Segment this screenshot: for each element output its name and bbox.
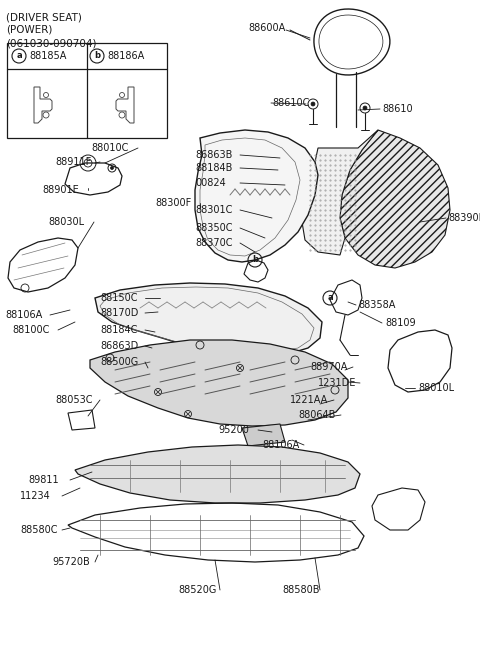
Polygon shape xyxy=(90,340,348,426)
Text: 00824: 00824 xyxy=(195,178,226,188)
Circle shape xyxy=(363,106,367,110)
Text: 88580B: 88580B xyxy=(282,585,320,595)
Text: 88500G: 88500G xyxy=(100,357,138,367)
Text: 88358A: 88358A xyxy=(358,300,396,310)
Text: b: b xyxy=(252,255,258,264)
Text: (POWER): (POWER) xyxy=(6,25,52,35)
Text: 1231DE: 1231DE xyxy=(318,378,356,388)
Text: 88370C: 88370C xyxy=(195,238,232,248)
Polygon shape xyxy=(195,130,318,262)
Polygon shape xyxy=(75,445,360,503)
Text: 88610: 88610 xyxy=(382,104,413,114)
Text: 88100C: 88100C xyxy=(12,325,49,335)
Text: 88184C: 88184C xyxy=(100,325,137,335)
Text: 89811: 89811 xyxy=(28,475,59,485)
Polygon shape xyxy=(340,130,450,268)
Text: 88580C: 88580C xyxy=(20,525,58,535)
Text: b: b xyxy=(94,52,100,60)
Text: 88010L: 88010L xyxy=(418,383,454,393)
Text: 88109: 88109 xyxy=(385,318,416,328)
Text: 88170D: 88170D xyxy=(100,308,138,318)
Text: 88350C: 88350C xyxy=(195,223,232,233)
Text: 86863D: 86863D xyxy=(100,341,138,351)
Text: 88186A: 88186A xyxy=(107,51,144,61)
Text: (061030-090704): (061030-090704) xyxy=(6,38,96,48)
Bar xyxy=(7,43,167,138)
Text: 86863B: 86863B xyxy=(195,150,232,160)
Text: 88185A: 88185A xyxy=(29,51,66,61)
Text: (DRIVER SEAT): (DRIVER SEAT) xyxy=(6,12,82,22)
Text: 95720B: 95720B xyxy=(52,557,90,567)
Text: 88390N: 88390N xyxy=(448,213,480,223)
Circle shape xyxy=(110,167,113,169)
Text: 95200: 95200 xyxy=(218,425,249,435)
Text: 88600A: 88600A xyxy=(248,23,285,33)
Text: 88301C: 88301C xyxy=(195,205,232,215)
Text: 88010C: 88010C xyxy=(91,143,128,153)
Text: 88030L: 88030L xyxy=(48,217,84,227)
Text: 88300F: 88300F xyxy=(155,198,191,208)
Text: 88610C: 88610C xyxy=(272,98,310,108)
Text: 88064B: 88064B xyxy=(298,410,336,420)
Polygon shape xyxy=(300,130,378,255)
Text: 11234: 11234 xyxy=(20,491,51,501)
Text: 88106A: 88106A xyxy=(5,310,42,320)
Polygon shape xyxy=(242,424,285,446)
Text: a: a xyxy=(16,52,22,60)
Text: 88520G: 88520G xyxy=(178,585,216,595)
Text: 88106A: 88106A xyxy=(262,440,299,450)
Text: a: a xyxy=(327,293,333,302)
Text: 88901E: 88901E xyxy=(42,185,79,195)
Text: 88150C: 88150C xyxy=(100,293,137,303)
Circle shape xyxy=(311,102,315,106)
Text: 88184B: 88184B xyxy=(195,163,232,173)
Polygon shape xyxy=(95,283,322,357)
Text: 88911F: 88911F xyxy=(55,157,91,167)
Text: 1221AA: 1221AA xyxy=(290,395,328,405)
Text: 88970A: 88970A xyxy=(310,362,348,372)
Text: 88053C: 88053C xyxy=(55,395,93,405)
